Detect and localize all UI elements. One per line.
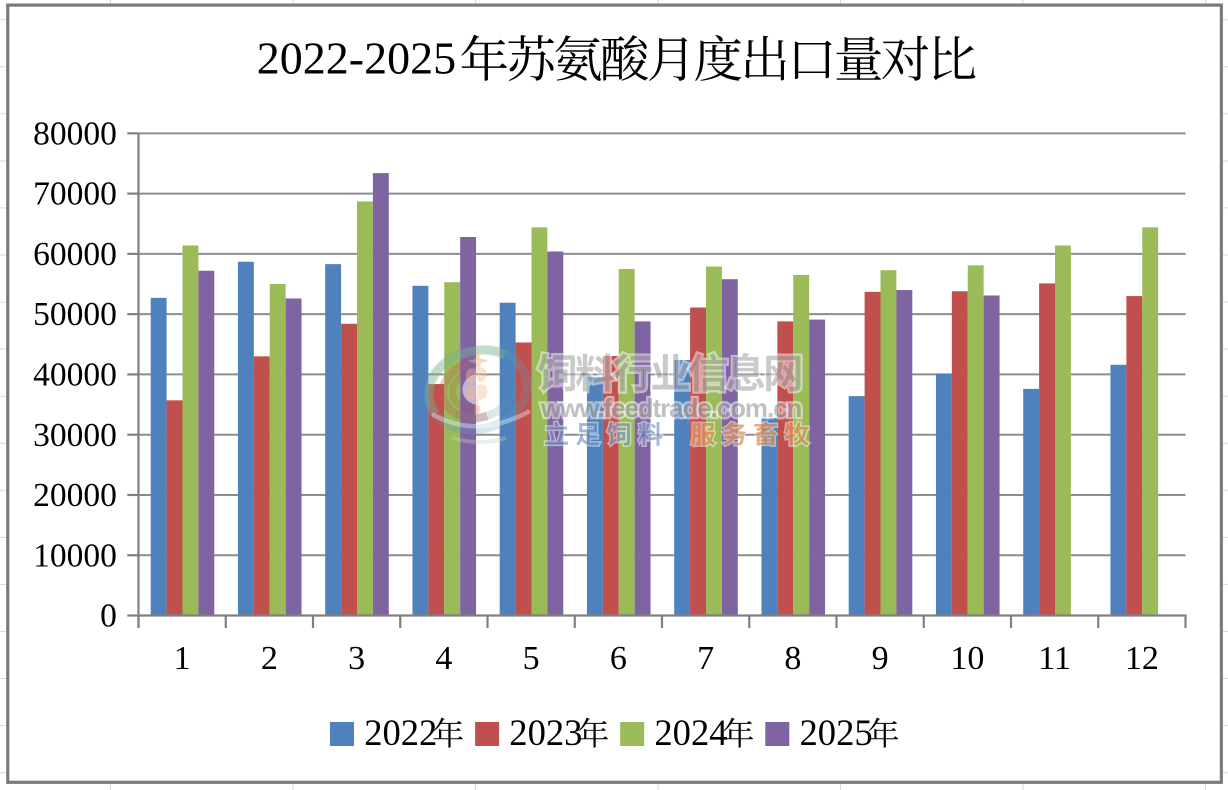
svg-text:3: 3 — [348, 640, 365, 677]
svg-text:0: 0 — [100, 598, 117, 635]
svg-text:4: 4 — [435, 640, 452, 677]
svg-text:2024: 2024 — [654, 712, 727, 753]
svg-text:40000: 40000 — [33, 357, 117, 394]
svg-text:2022-2025: 2022-2025 — [257, 33, 456, 84]
svg-text:5: 5 — [523, 640, 540, 677]
svg-text:20000: 20000 — [33, 477, 117, 514]
svg-text:2: 2 — [261, 640, 278, 677]
svg-text:7: 7 — [697, 640, 714, 677]
svg-text:11: 11 — [1038, 640, 1071, 677]
svg-text:10: 10 — [950, 640, 984, 677]
svg-text:12: 12 — [1125, 640, 1159, 677]
svg-text:50000: 50000 — [33, 296, 117, 333]
svg-text:2022: 2022 — [364, 712, 437, 753]
svg-text:www.feedtrade.com.cn: www.feedtrade.com.cn — [540, 393, 801, 423]
svg-text:9: 9 — [872, 640, 889, 677]
svg-text:8: 8 — [784, 640, 801, 677]
svg-text:70000: 70000 — [33, 176, 117, 213]
svg-text:6: 6 — [610, 640, 627, 677]
svg-text:2023: 2023 — [509, 712, 582, 753]
svg-text:1: 1 — [174, 640, 191, 677]
svg-text:10000: 10000 — [33, 537, 117, 574]
svg-text:60000: 60000 — [33, 236, 117, 273]
svg-text:30000: 30000 — [33, 417, 117, 454]
svg-text:2025: 2025 — [800, 712, 873, 753]
svg-text:80000: 80000 — [33, 115, 117, 152]
